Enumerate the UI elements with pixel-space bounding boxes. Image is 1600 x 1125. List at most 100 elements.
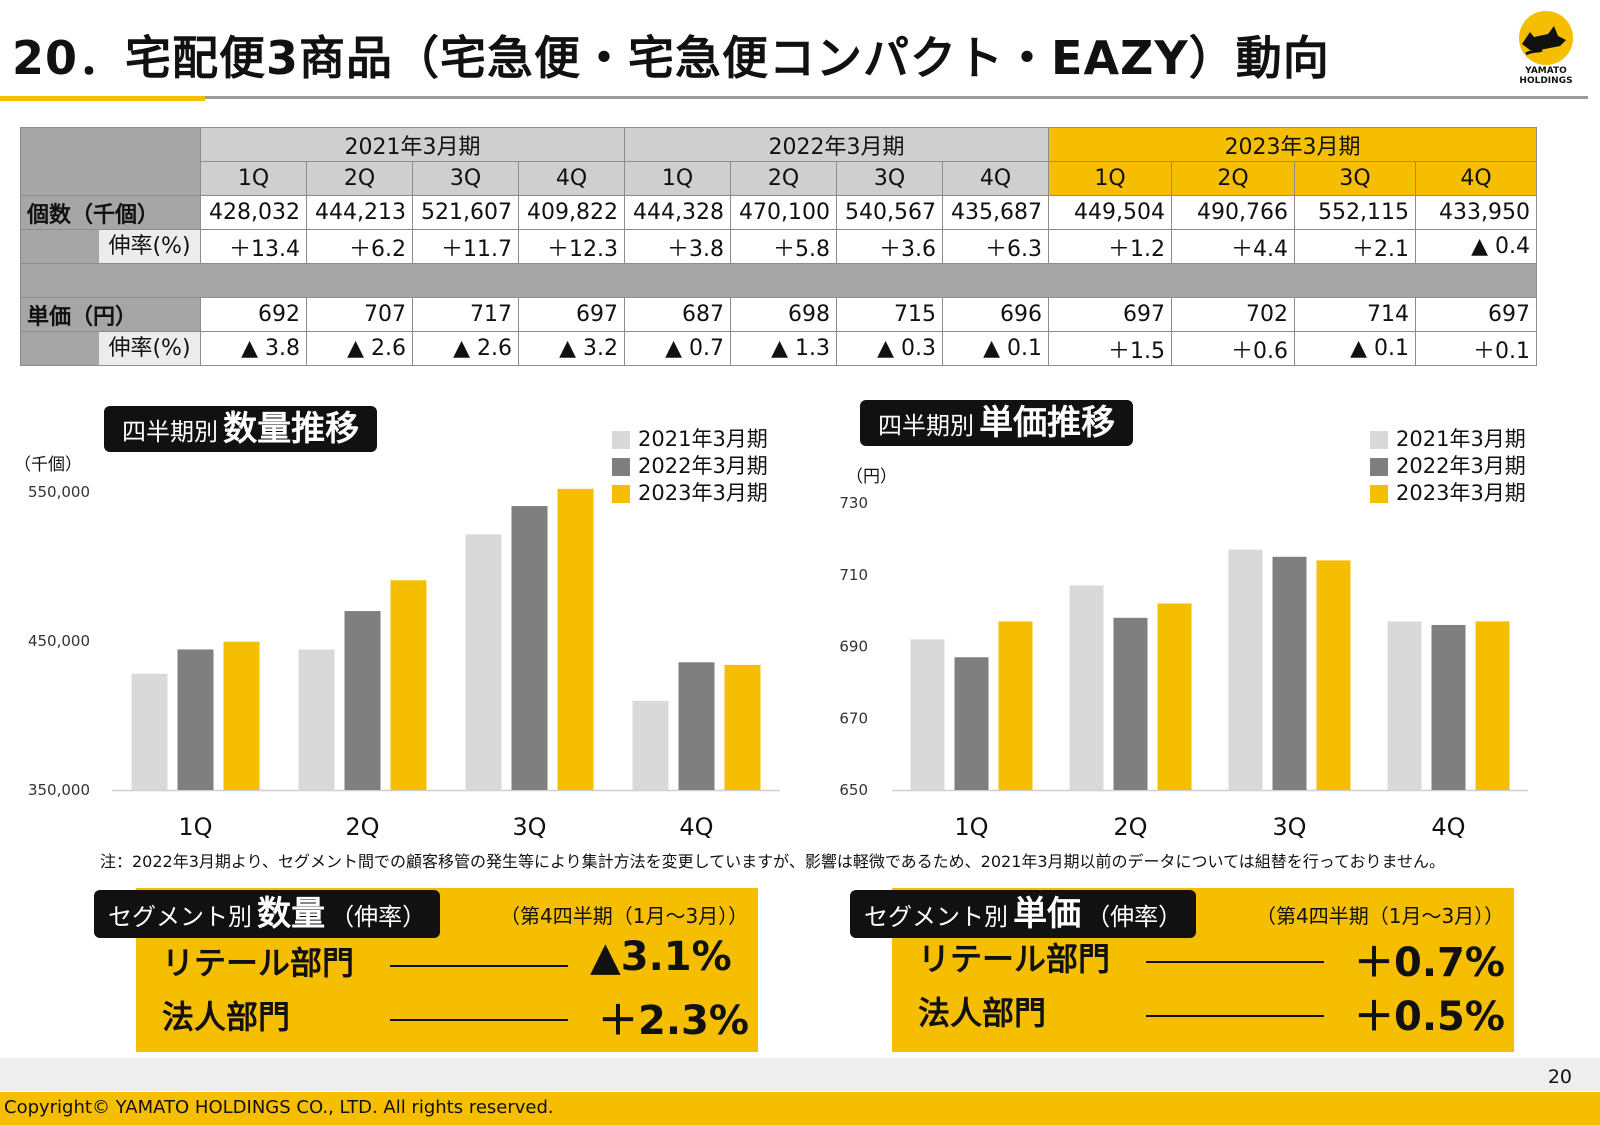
bar xyxy=(1272,556,1307,790)
price-cell: 696 xyxy=(942,297,1049,332)
y-tick-label: 550,000 xyxy=(28,483,90,501)
volume-chart-title-badge: 四半期別 数量推移 xyxy=(104,406,378,452)
bar xyxy=(1069,585,1104,790)
price-cell: 715 xyxy=(836,297,943,332)
quarter-header: 4Q xyxy=(518,161,625,196)
count-growth-cell: ＋4.4 xyxy=(1171,229,1295,264)
price-chart-title-small: 四半期別 xyxy=(878,412,974,440)
quarter-header: 2Q xyxy=(306,161,413,196)
quarter-header: 1Q xyxy=(200,161,307,196)
price-growth-cell: ▲ 0.3 xyxy=(836,331,943,366)
title-divider xyxy=(0,96,1588,99)
price-growth-cell: ▲ 3.2 xyxy=(518,331,625,366)
price-growth-cell: ▲ 2.6 xyxy=(306,331,413,366)
legend-label: 2021年3月期 xyxy=(1396,427,1526,451)
price-cell: 714 xyxy=(1294,297,1416,332)
count-growth-cell: ＋5.8 xyxy=(730,229,837,264)
count-cell: 444,328 xyxy=(624,195,731,230)
count-growth-cell: ＋3.8 xyxy=(624,229,731,264)
count-cell: 433,950 xyxy=(1415,195,1537,230)
legend-item: 2022年3月期 xyxy=(1370,453,1526,480)
price-cell: 702 xyxy=(1171,297,1295,332)
bar xyxy=(1387,621,1422,790)
segment-row-value: ＋0.5% xyxy=(1354,994,1505,1040)
logo-text-line-1: YAMATO xyxy=(1525,66,1567,76)
segment-row-label: リテール部門 xyxy=(162,944,355,982)
quarter-header: 4Q xyxy=(1415,161,1537,196)
count-growth-cell: ＋1.2 xyxy=(1048,229,1172,264)
legend-swatch xyxy=(612,458,630,476)
bar xyxy=(1316,560,1351,790)
price-growth-cell: ▲ 3.8 xyxy=(200,331,307,366)
bar xyxy=(131,673,168,790)
bar xyxy=(724,664,761,790)
bar xyxy=(557,488,594,790)
page-title: 20．宅配便3商品（宅急便・宅急便コンパクト・EAZY）動向 xyxy=(12,31,1330,85)
table-corner-cell xyxy=(20,127,201,196)
legend-item: 2021年3月期 xyxy=(1370,426,1526,453)
bar xyxy=(632,700,669,790)
price-chart-unit: （円） xyxy=(846,467,897,487)
price-growth-cell: ▲ 0.1 xyxy=(1294,331,1416,366)
legend-swatch xyxy=(1370,485,1388,503)
segment-row-label: リテール部門 xyxy=(918,940,1111,978)
count-cell: 521,607 xyxy=(412,195,519,230)
price-cell: 687 xyxy=(624,297,731,332)
legend-label: 2022年3月期 xyxy=(1396,454,1526,478)
price-cell: 697 xyxy=(518,297,625,332)
count-growth-cell: ＋13.4 xyxy=(200,229,307,264)
segment-row-value: ＋0.7% xyxy=(1354,940,1505,986)
legend-label: 2023年3月期 xyxy=(638,481,768,505)
volume-chart-unit: （千個） xyxy=(14,455,82,475)
x-tick-label: 4Q xyxy=(679,813,713,841)
bar xyxy=(678,662,715,790)
x-tick-label: 2Q xyxy=(345,813,379,841)
footer-band xyxy=(0,1058,1600,1091)
segment-row-label: 法人部門 xyxy=(918,994,1047,1032)
label-indent xyxy=(21,230,99,263)
legend-swatch xyxy=(1370,431,1388,449)
table-gap xyxy=(20,263,1537,298)
segment-badge-suffix: （伸率） xyxy=(1086,903,1183,931)
segment-badge-small: セグメント別 xyxy=(864,903,1008,931)
price-growth-label-cell: 伸率(%) xyxy=(20,331,201,366)
segment-volume-period: （第4四半期（1月～3月）） xyxy=(500,904,749,928)
logo-text-line-2: HOLDINGS xyxy=(1519,76,1573,86)
segment-row: 法人部門 ＋0.5% xyxy=(918,988,1505,1040)
legend-item: 2023年3月期 xyxy=(1370,480,1526,507)
leader-line xyxy=(1146,1015,1324,1017)
legend-label: 2022年3月期 xyxy=(638,454,768,478)
volume-chart-title-small: 四半期別 xyxy=(122,418,218,446)
segment-row: リテール部門 ▲3.1% xyxy=(162,934,742,988)
count-growth-label-cell: 伸率(%) xyxy=(20,229,201,264)
y-tick-label: 710 xyxy=(839,566,868,584)
price-chart-title-large: 単価推移 xyxy=(979,403,1116,443)
quarter-header: 3Q xyxy=(836,161,943,196)
quarter-header: 3Q xyxy=(1294,161,1416,196)
quarterly-data-table: 2021年3月期 2022年3月期 2023年3月期 1Q 2Q 3Q 4Q 1… xyxy=(20,127,1537,366)
quarter-header: 1Q xyxy=(624,161,731,196)
price-cell: 697 xyxy=(1048,297,1172,332)
fy-header: 2022年3月期 xyxy=(624,127,1049,162)
price-cell: 692 xyxy=(200,297,307,332)
fy-header: 2021年3月期 xyxy=(200,127,625,162)
count-growth-cell: ＋2.1 xyxy=(1294,229,1416,264)
logo-wordmark: YAMATO HOLDINGS xyxy=(1500,66,1592,86)
price-growth-label: 伸率(%) xyxy=(99,332,200,365)
segment-badge-small: セグメント別 xyxy=(108,903,252,931)
quarter-header: 4Q xyxy=(942,161,1049,196)
bar xyxy=(1475,621,1510,790)
segment-row-value: ＋2.3% xyxy=(598,998,749,1044)
x-tick-label: 2Q xyxy=(1113,813,1147,841)
black-cat-logo-icon xyxy=(1519,11,1573,65)
price-chart-title-badge: 四半期別 単価推移 xyxy=(860,400,1134,446)
x-tick-label: 3Q xyxy=(1272,813,1306,841)
y-tick-label: 670 xyxy=(839,709,868,727)
price-growth-cell: ▲ 2.6 xyxy=(412,331,519,366)
label-indent xyxy=(21,332,99,365)
count-cell: 540,567 xyxy=(836,195,943,230)
legend-swatch xyxy=(1370,458,1388,476)
price-bar-chart: 650 670 690 710 730 1Q 2Q 3Q 4Q xyxy=(839,494,1528,841)
quarter-header: 1Q xyxy=(1048,161,1172,196)
bar xyxy=(465,534,502,790)
